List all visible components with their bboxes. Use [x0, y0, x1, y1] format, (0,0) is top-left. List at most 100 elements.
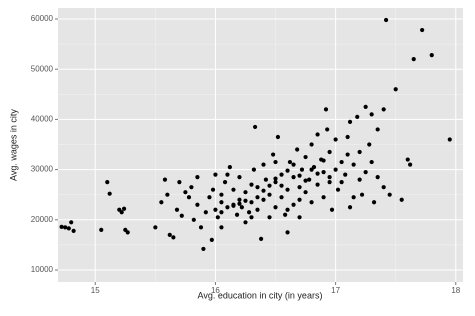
point	[231, 203, 236, 208]
point	[237, 197, 242, 202]
point	[219, 210, 224, 215]
point	[219, 225, 224, 230]
point	[66, 226, 71, 231]
point	[263, 177, 269, 182]
point	[249, 215, 254, 220]
point	[303, 190, 308, 195]
point	[283, 212, 288, 217]
point	[179, 213, 184, 218]
point	[234, 212, 240, 217]
point	[351, 162, 356, 167]
point	[405, 157, 410, 162]
point	[171, 235, 176, 240]
point	[291, 175, 296, 180]
point	[207, 195, 212, 200]
point	[371, 200, 377, 205]
point	[167, 232, 172, 237]
point	[255, 195, 260, 200]
points	[59, 17, 452, 252]
point	[357, 177, 362, 182]
point	[327, 149, 332, 155]
x-tick-label: 18	[451, 286, 460, 295]
point	[447, 137, 452, 142]
point	[261, 197, 266, 202]
point	[383, 17, 389, 23]
point	[329, 207, 335, 212]
point	[195, 175, 200, 180]
x-tick-label: 16	[211, 286, 220, 295]
point	[347, 205, 353, 210]
point	[213, 172, 218, 177]
point	[367, 142, 372, 147]
point	[285, 168, 290, 173]
point	[189, 185, 194, 190]
point	[261, 162, 266, 167]
point	[105, 180, 110, 185]
point	[327, 175, 332, 180]
y-tick-label: 20000	[31, 215, 54, 224]
point	[107, 191, 112, 196]
point	[125, 230, 130, 235]
point	[191, 217, 196, 222]
point	[239, 205, 244, 210]
point	[299, 167, 305, 172]
point	[210, 187, 216, 192]
y-tick-label: 10000	[31, 265, 54, 274]
point	[285, 230, 290, 235]
point	[246, 210, 252, 215]
y-tick-label: 50000	[31, 64, 54, 73]
point	[121, 206, 127, 211]
point	[279, 195, 284, 200]
point	[399, 197, 404, 202]
point	[153, 225, 158, 230]
point	[273, 205, 278, 210]
point	[261, 188, 266, 193]
point	[351, 195, 356, 200]
point	[287, 159, 293, 165]
point	[198, 225, 204, 230]
point	[411, 57, 416, 62]
point	[69, 220, 74, 225]
point	[195, 202, 200, 207]
point	[209, 237, 214, 242]
point	[297, 173, 302, 178]
x-axis-label: Avg. education in city (in years)	[198, 290, 323, 300]
point	[333, 167, 338, 172]
point	[335, 187, 341, 192]
point	[309, 167, 314, 172]
y-tick-label: 60000	[31, 14, 54, 23]
y-tick-label: 30000	[31, 165, 54, 174]
point	[237, 201, 242, 206]
point	[63, 225, 68, 230]
point	[71, 228, 76, 233]
point	[343, 172, 348, 177]
point	[186, 195, 192, 200]
point	[279, 183, 284, 188]
point	[429, 53, 434, 58]
point	[363, 104, 368, 109]
point	[273, 180, 278, 185]
panel	[58, 8, 463, 282]
point	[203, 210, 208, 215]
point	[285, 187, 290, 192]
point	[59, 224, 64, 229]
point	[297, 215, 302, 220]
point	[369, 112, 374, 117]
point	[243, 190, 248, 195]
point	[297, 185, 302, 190]
point	[252, 124, 258, 130]
x-tick-label: 15	[91, 286, 100, 295]
point	[251, 167, 256, 172]
point	[303, 178, 308, 183]
point	[99, 227, 104, 232]
point	[273, 176, 278, 181]
point	[267, 192, 272, 197]
point	[321, 158, 326, 163]
point	[369, 159, 374, 165]
point	[165, 192, 170, 197]
point	[381, 107, 386, 112]
point	[237, 175, 242, 180]
y-tick-label: 40000	[31, 115, 54, 124]
point	[291, 202, 296, 207]
